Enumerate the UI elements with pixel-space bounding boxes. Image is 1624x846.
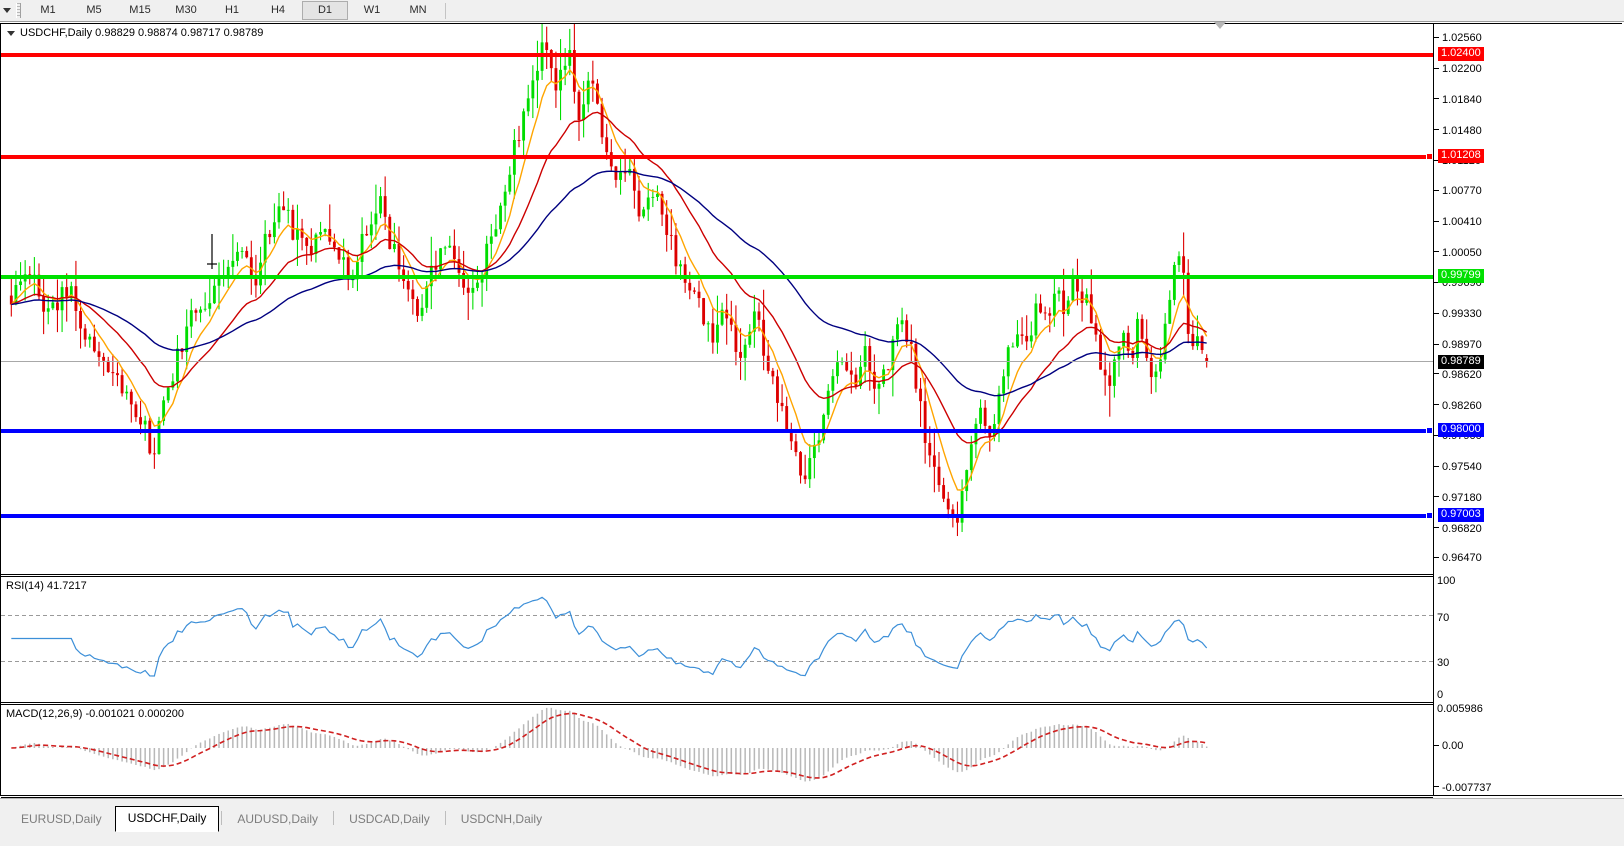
price-scale[interactable]: 1.025601.022001.018401.014801.011201.007… — [1434, 24, 1622, 795]
level-label-current-price[interactable]: 0.98789 — [1438, 355, 1484, 370]
chart-tab-usdcad[interactable]: USDCAD,Daily — [349, 812, 430, 826]
price-tick-1.02200: 1.02200 — [1434, 63, 1482, 75]
price-scale-divider — [1433, 24, 1434, 795]
chart-tab-eurusd[interactable]: EURUSD,Daily — [21, 812, 102, 826]
timeframe-button-m5[interactable]: M5 — [86, 4, 102, 16]
timeframe-button-m1[interactable]: M1 — [40, 4, 56, 16]
macd-pane-header: MACD(12,26,9) -0.001021 0.000200 — [6, 708, 184, 720]
price-tick-0.98970: 0.98970 — [1434, 339, 1482, 351]
price-tick-0.98620: 0.98620 — [1434, 369, 1482, 381]
macd-tick-0_00: 0.00 — [1434, 740, 1463, 752]
chart-tabbar: EURUSD,Daily USDCHF,Daily AUDUSD,Daily USDC… — [0, 798, 1624, 846]
price-tick-0.98260: 0.98260 — [1434, 400, 1482, 412]
rsi-plot[interactable] — [1, 577, 1433, 702]
rsi-tick-70: 70 — [1437, 612, 1450, 625]
price-tick-0.99330: 0.99330 — [1434, 308, 1482, 320]
tab-divider — [221, 811, 223, 825]
level-label-resistance-2[interactable]: 1.01208 — [1438, 148, 1484, 163]
level-label-support-1[interactable]: 0.98000 — [1438, 422, 1484, 437]
pane-divider-1 — [1, 574, 1433, 575]
pane-divider-2 — [1, 702, 1433, 703]
price-pane-header[interactable]: USDCHF,Daily 0.98829 0.98874 0.98717 0.9… — [7, 27, 263, 39]
price-tick-0.97180: 0.97180 — [1434, 492, 1482, 504]
chart-top-marker-icon — [1214, 22, 1226, 29]
timeframe-button-mn[interactable]: MN — [409, 4, 427, 16]
price-tick-1.00410: 1.00410 — [1434, 216, 1482, 228]
timeframe-button-group: M1 M5 M15 M30 H1 H4 D1 W1 MN — [25, 1, 441, 20]
chart-frame[interactable]: USDCHF,Daily 0.98829 0.98874 0.98717 0.9… — [0, 23, 1622, 814]
candlestick-plot[interactable] — [1, 24, 1433, 574]
toolbar-separator — [445, 2, 446, 19]
price-tick-1.00770: 1.00770 — [1434, 185, 1482, 197]
toolbar-grip[interactable] — [16, 3, 21, 18]
price-pane-header-text: USDCHF,Daily 0.98829 0.98874 0.98717 0.9… — [20, 27, 264, 39]
timeframe-button-d1[interactable]: D1 — [302, 1, 348, 20]
tab-divider — [333, 811, 335, 825]
level-line-pivot-green[interactable] — [1, 275, 1433, 279]
top-toolbar: M1 M5 M15 M30 H1 H4 D1 W1 MN — [0, 0, 1624, 22]
level-line-resistance-1[interactable] — [1, 53, 1433, 57]
timeframe-button-h1[interactable]: H1 — [224, 4, 240, 16]
tab-divider — [444, 811, 446, 825]
pane-menu-chevron-icon[interactable] — [7, 30, 15, 36]
level-line-support-2[interactable] — [1, 514, 1433, 518]
timeframe-button-h4[interactable]: H4 — [270, 4, 286, 16]
macd-plot[interactable] — [1, 705, 1433, 796]
rsi-tick-0: 0 — [1437, 688, 1444, 701]
toolbar-collapse-icon[interactable] — [0, 0, 14, 21]
price-tick-0.96820: 0.96820 — [1434, 523, 1482, 535]
level-label-support-2[interactable]: 0.97003 — [1438, 507, 1484, 522]
level-handle-support-1[interactable] — [1426, 426, 1433, 434]
price-tick-1.01840: 1.01840 — [1434, 94, 1482, 106]
rsi-pane-header: RSI(14) 41.7217 — [6, 580, 87, 592]
level-line-support-1[interactable] — [1, 429, 1433, 433]
level-handle-support-2[interactable] — [1426, 511, 1433, 519]
price-tick-0.96470: 0.96470 — [1434, 552, 1482, 565]
timeframe-button-w1[interactable]: W1 — [363, 4, 381, 16]
price-tick-1.01480: 1.01480 — [1434, 125, 1482, 137]
price-tick-0.97540: 0.97540 — [1434, 461, 1482, 473]
chart-tab-usdchf[interactable]: USDCHF,Daily — [114, 806, 220, 832]
level-label-resistance-1[interactable]: 1.02400 — [1438, 47, 1484, 62]
timeframe-button-m15[interactable]: M15 — [129, 4, 151, 16]
price-tick-1.00050: 1.00050 — [1434, 247, 1482, 259]
level-line-resistance-2[interactable] — [1, 155, 1433, 159]
chart-tab-audusd[interactable]: AUDUSD,Daily — [237, 812, 319, 826]
chart-tab-strip: EURUSD,Daily USDCHF,Daily AUDUSD,Daily USDC… — [8, 806, 555, 832]
level-line-current-price — [1, 361, 1433, 362]
level-label-pivot-green[interactable]: 0.99799 — [1438, 269, 1484, 284]
timeframe-button-m30[interactable]: M30 — [175, 4, 197, 16]
price-tick-1.02560: 1.02560 — [1434, 32, 1482, 44]
chart-tab-usdcnh[interactable]: USDCNH,Daily — [460, 812, 543, 826]
level-handle-resistance-2[interactable] — [1426, 152, 1433, 160]
macd-tick--0_007737: -0.007737 — [1434, 782, 1492, 794]
rsi-tick-30: 30 — [1437, 656, 1450, 669]
macd-pane[interactable] — [1, 704, 1433, 796]
rsi-tick-100: 100 — [1437, 575, 1456, 588]
price-pane[interactable] — [1, 24, 1433, 574]
rsi-pane[interactable] — [1, 576, 1433, 702]
macd-tick-0_005986: 0.005986 — [1437, 703, 1483, 716]
